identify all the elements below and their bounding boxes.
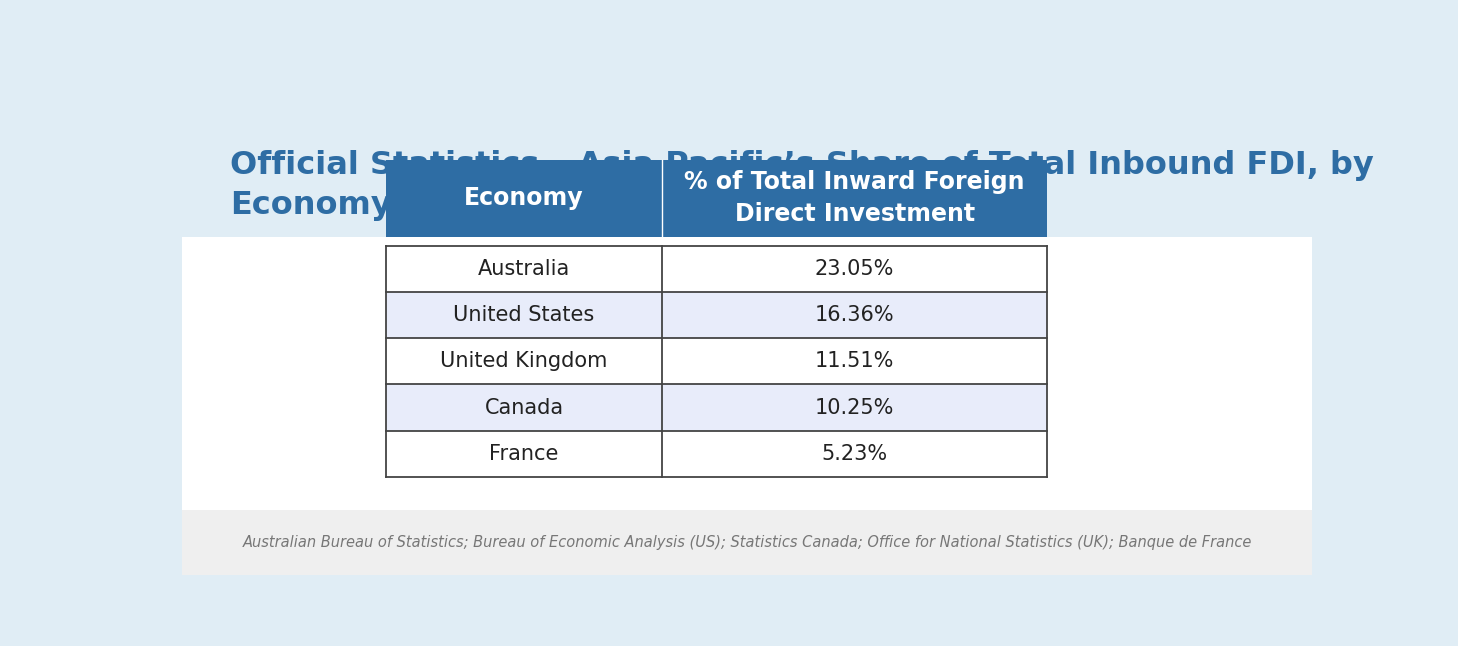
Text: 5.23%: 5.23% <box>821 444 888 464</box>
Text: Canada: Canada <box>484 397 564 417</box>
Bar <box>662 338 1047 384</box>
Text: France: France <box>490 444 558 464</box>
Bar <box>385 338 662 384</box>
Bar <box>385 245 662 292</box>
Bar <box>662 431 1047 477</box>
Text: 11.51%: 11.51% <box>815 351 894 371</box>
Bar <box>385 160 1047 236</box>
Text: United Kingdom: United Kingdom <box>440 351 608 371</box>
Text: 16.36%: 16.36% <box>815 305 894 325</box>
Bar <box>662 292 1047 338</box>
Bar <box>182 236 1312 510</box>
Text: Economy: Economy <box>464 186 583 210</box>
Bar <box>182 78 1312 236</box>
Bar <box>182 510 1312 575</box>
Text: 23.05%: 23.05% <box>815 259 894 279</box>
Text: % of Total Inward Foreign
Direct Investment: % of Total Inward Foreign Direct Investm… <box>684 171 1025 226</box>
Text: United States: United States <box>453 305 595 325</box>
Bar <box>385 384 662 431</box>
Bar <box>662 384 1047 431</box>
Bar <box>385 292 662 338</box>
Text: Official Statistics – Asia Pacific’s Share of Total Inbound FDI, by
Economy: Official Statistics – Asia Pacific’s Sha… <box>230 150 1373 221</box>
Bar <box>385 431 662 477</box>
Text: Australia: Australia <box>478 259 570 279</box>
Text: Australian Bureau of Statistics; Bureau of Economic Analysis (US); Statistics Ca: Australian Bureau of Statistics; Bureau … <box>242 535 1252 550</box>
Text: 10.25%: 10.25% <box>815 397 894 417</box>
Bar <box>662 245 1047 292</box>
